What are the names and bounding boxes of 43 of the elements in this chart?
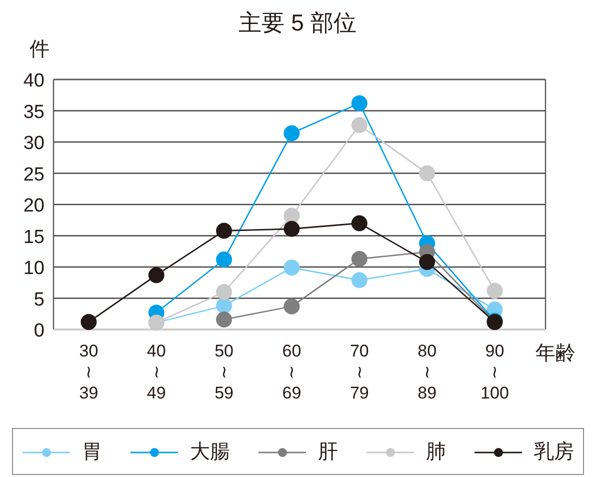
y-tick-label: 20 xyxy=(23,196,45,216)
point xyxy=(419,165,436,182)
point xyxy=(148,267,164,284)
point xyxy=(419,254,436,270)
point xyxy=(216,312,232,328)
x-tick-label: 70 ≀ 79 xyxy=(350,342,369,402)
legend-label: 胃 xyxy=(82,440,102,465)
point xyxy=(80,314,97,330)
point xyxy=(216,284,232,300)
x-tick-label: 80 ≀ 89 xyxy=(418,342,437,402)
y-tick-label: 40 xyxy=(23,70,45,92)
point xyxy=(284,298,300,314)
chart-title: 主要 5 部位 xyxy=(238,10,356,36)
x-tick-label: 90 ≀ 100 xyxy=(480,342,509,402)
x-tick-label: 50 ≀ 59 xyxy=(214,342,234,402)
point xyxy=(351,250,368,267)
legend-label: 乳房 xyxy=(534,440,574,465)
point xyxy=(351,215,368,232)
y-tick-label: 30 xyxy=(23,133,45,154)
x-tick-label: 40 ≀ 49 xyxy=(146,342,166,402)
point xyxy=(351,117,368,134)
point xyxy=(284,208,300,224)
point xyxy=(351,272,368,288)
point xyxy=(216,222,232,239)
point xyxy=(351,95,368,112)
point xyxy=(486,282,503,299)
y-tick-label: 15 xyxy=(23,226,45,248)
point xyxy=(284,260,300,276)
y-tick-label: 35 xyxy=(23,102,45,123)
y-tick-label: 5 xyxy=(34,289,45,310)
x-tick-label: 60 ≀ 69 xyxy=(282,342,302,402)
y-tick-label: 10 xyxy=(23,258,45,279)
point xyxy=(284,125,300,142)
point xyxy=(216,252,232,268)
legend-label: 大腸 xyxy=(190,440,230,465)
y-tick-label: 0 xyxy=(34,320,45,342)
legend-label: 肺 xyxy=(426,440,446,465)
legend-label: 肝 xyxy=(318,440,338,465)
y-tick-label: 25 xyxy=(23,164,45,186)
y-axis-title: 件 xyxy=(30,38,50,60)
x-axis-title: 年齢 xyxy=(536,342,576,364)
point xyxy=(284,220,300,237)
x-tick-label: 30 ≀ 39 xyxy=(79,342,98,402)
